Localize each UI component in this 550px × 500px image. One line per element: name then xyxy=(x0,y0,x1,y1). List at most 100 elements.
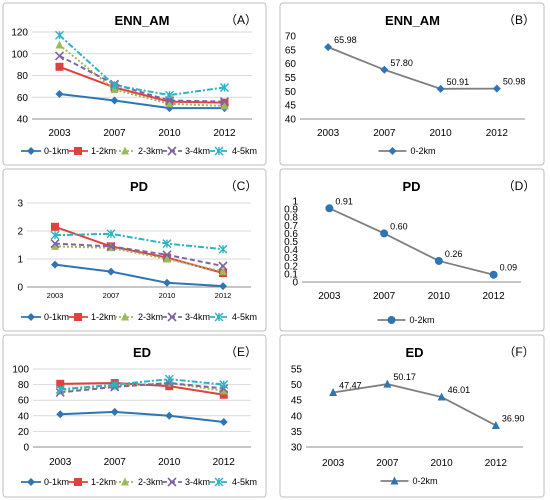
data-point xyxy=(220,82,229,92)
legend-label: 1-2km xyxy=(91,146,116,156)
data-label: 65.98 xyxy=(334,35,357,45)
chart-title: ED xyxy=(405,345,423,360)
data-point xyxy=(163,254,171,263)
data-point xyxy=(383,379,392,388)
data-point xyxy=(110,407,119,416)
data-point xyxy=(51,222,59,231)
series-0-1km xyxy=(56,407,228,427)
data-point xyxy=(55,30,64,40)
legend-label: 2-3km xyxy=(138,146,163,156)
series-line xyxy=(332,383,497,427)
series-4-5km xyxy=(55,374,229,394)
x-tick-label: 2003 xyxy=(322,458,345,469)
data-point xyxy=(110,80,119,90)
y-tick-label: 60 xyxy=(285,59,297,70)
data-point xyxy=(162,239,172,249)
legend-label: 2-3km xyxy=(138,477,163,487)
legend-label: 3-4km xyxy=(185,477,210,487)
legend-marker xyxy=(167,312,177,322)
data-point xyxy=(55,89,64,98)
panel-label: （E） xyxy=(225,345,257,359)
series-3-4km xyxy=(50,239,228,271)
data-point xyxy=(220,101,229,110)
y-tick-label: 40 xyxy=(285,115,297,126)
series-0-1km xyxy=(51,260,227,291)
legend: 0-2km xyxy=(377,315,435,325)
legend-label: 0-2km xyxy=(413,476,438,486)
x-tick-label: 2012 xyxy=(215,291,232,300)
panel-label: （C） xyxy=(225,179,258,193)
series-line xyxy=(59,55,225,103)
legend-marker xyxy=(388,147,397,155)
y-tick-label: 70 xyxy=(285,32,297,43)
chart-panel-b: ENN_AM （B） 40 45 50 55 60 65 70 2003 2007 2010 2012 6… xyxy=(279,2,545,166)
legend-label: 2-3km xyxy=(138,312,163,322)
data-label: 57.80 xyxy=(390,58,413,68)
y-tick-label: 2 xyxy=(17,227,23,238)
legend: 0-1km 1-2km 2-3km 3-4km 4-5km xyxy=(21,477,257,487)
data-point xyxy=(436,84,445,93)
data-point xyxy=(219,390,228,399)
legend-label: 0-2km xyxy=(410,315,435,325)
x-tick-label: 2010 xyxy=(158,457,181,468)
data-point xyxy=(219,418,228,427)
y-tick-label: 80 xyxy=(18,380,30,391)
data-point xyxy=(165,411,174,420)
y-tick-label: 60 xyxy=(17,93,29,104)
data-point xyxy=(219,97,230,107)
data-label: 36.90 xyxy=(502,413,525,423)
series-2-3km xyxy=(55,40,229,110)
legend: 0-1km 1-2km 2-3km 3-4km 4-5km xyxy=(21,146,257,156)
x-tick-label: 2010 xyxy=(159,291,176,300)
data-point xyxy=(110,380,120,390)
series-0-2km: 65.98 57.80 50.91 50.98 xyxy=(324,35,525,93)
series-2-3km xyxy=(51,241,227,276)
y-tick-label: 50 xyxy=(285,87,297,98)
y-tick-label: 120 xyxy=(11,28,28,39)
series-line xyxy=(60,382,224,394)
series-line xyxy=(59,92,225,110)
data-label: 50.91 xyxy=(447,77,470,87)
series-0-2km: 47.47 50.17 46.01 36.90 xyxy=(329,372,524,429)
legend-marker xyxy=(214,146,224,156)
y-tick-label: 80 xyxy=(17,71,29,82)
x-tick-label: 2007 xyxy=(373,291,396,302)
legend-marker xyxy=(121,477,129,486)
chart-panel-c: PD （C） 0 1 2 3 2003 2007 2010 2012 0-1km 1-2km 2-3km… xyxy=(2,168,267,332)
series-line xyxy=(60,410,224,424)
panel-label: （F） xyxy=(503,345,534,359)
data-point xyxy=(106,241,116,251)
data-point xyxy=(380,229,389,238)
legend-marker xyxy=(121,146,129,155)
panel-frame xyxy=(279,2,545,166)
data-label: 50.17 xyxy=(393,372,416,382)
legend-label: 3-4km xyxy=(185,146,210,156)
x-tick-label: 2012 xyxy=(213,457,236,468)
panel-frame xyxy=(2,168,267,332)
x-tick-label: 2003 xyxy=(49,457,72,468)
data-point xyxy=(55,40,64,49)
y-tick-label: 0.9 xyxy=(284,205,298,216)
data-point xyxy=(218,261,228,271)
series-line xyxy=(54,232,224,251)
y-tick-label: 0.6 xyxy=(284,229,298,240)
legend-marker xyxy=(214,312,224,322)
y-tick-label: 0.3 xyxy=(284,253,298,264)
series-4-5km xyxy=(55,30,229,100)
y-tick-label: 3 xyxy=(17,199,23,210)
y-tick-label: 0 xyxy=(23,443,29,454)
data-point xyxy=(324,43,333,52)
chart-panel-e: ED （E） 0 20 40 60 80 100 2003 2007 2010 2012 0-1km 1-… xyxy=(2,334,267,498)
legend-label: 4-5km xyxy=(232,312,257,322)
y-tick-label: 0 xyxy=(292,278,298,289)
data-point xyxy=(54,51,65,61)
data-point xyxy=(55,384,65,394)
data-point xyxy=(56,379,65,388)
legend-marker xyxy=(74,313,82,321)
y-tick-label: 60 xyxy=(18,396,30,407)
legend-marker xyxy=(27,147,35,155)
data-label: 50.98 xyxy=(503,77,526,87)
legend-label: 0-1km xyxy=(44,312,69,322)
x-tick-label: 2003 xyxy=(48,128,71,139)
